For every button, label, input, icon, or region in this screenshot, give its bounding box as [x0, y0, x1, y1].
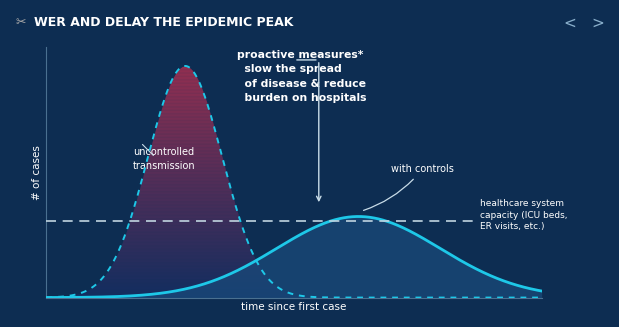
X-axis label: time since first case: time since first case [241, 302, 347, 312]
Text: ✂: ✂ [15, 16, 26, 29]
Text: <: < [563, 15, 576, 30]
Text: with controls: with controls [363, 164, 454, 210]
Text: WER AND DELAY THE EPIDEMIC PEAK: WER AND DELAY THE EPIDEMIC PEAK [34, 16, 293, 29]
Text: >: > [591, 15, 604, 30]
Text: uncontrolled
transmission: uncontrolled transmission [133, 147, 196, 171]
Y-axis label: # of cases: # of cases [32, 145, 42, 200]
Text: proactive measures*
  slow the spread
  of disease & reduce
  burden on hospital: proactive measures* slow the spread of d… [237, 50, 366, 103]
Text: healthcare system
capacity (ICU beds,
ER visits, etc.): healthcare system capacity (ICU beds, ER… [480, 199, 567, 231]
